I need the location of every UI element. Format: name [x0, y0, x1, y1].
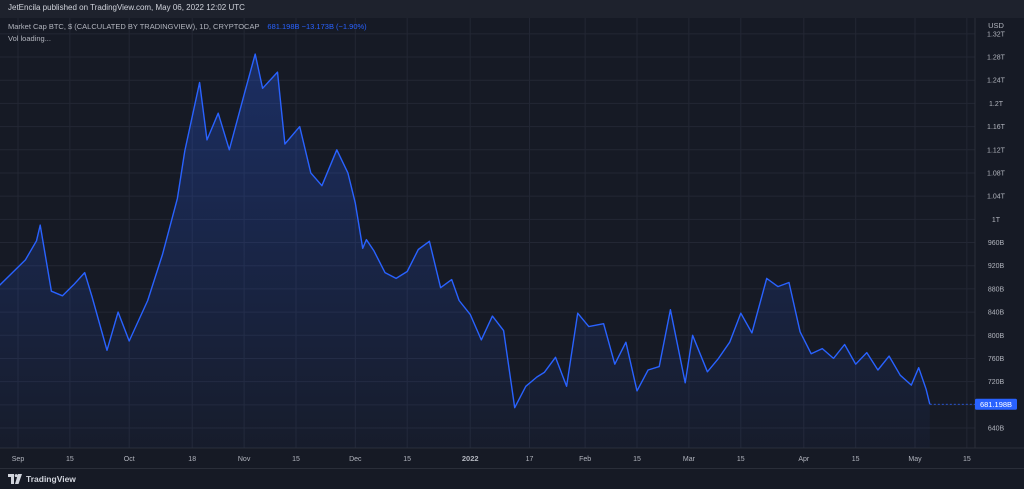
brand-name: TradingView [26, 474, 76, 484]
legend: Market Cap BTC, $ (CALCULATED BY TRADING… [8, 22, 367, 31]
time-axis-tick-label: May [908, 456, 922, 463]
price-axis-tick-label: 1.04T [987, 194, 1006, 201]
time-axis-tick-label: 15 [852, 456, 860, 463]
price-axis-tick-label: 880B [988, 286, 1005, 293]
price-axis-tick-label: 720B [988, 379, 1005, 386]
price-axis-tick-label: 1.24T [987, 78, 1006, 85]
time-axis-tick-label: 15 [292, 456, 300, 463]
time-axis-tick-label: 15 [403, 456, 411, 463]
publisher-text: JetEncila published on TradingView.com, … [8, 3, 245, 12]
time-axis-tick-label: 17 [526, 456, 534, 463]
last-price-tag-label: 681.198B [980, 400, 1012, 409]
currency-label: USD [988, 21, 1004, 30]
area-fill [0, 54, 930, 448]
tradingview-logo[interactable]: TradingView [8, 473, 76, 485]
time-axis-tick-label: Nov [238, 456, 251, 463]
price-axis-tick-label: 640B [988, 426, 1005, 433]
legend-title: Market Cap BTC, $ (CALCULATED BY TRADING… [8, 22, 260, 31]
time-axis[interactable]: Sep 15 Oct 18 Nov 15 Dec 15 2022 17 Feb 15 Mar 15 Apr 1… [12, 454, 971, 463]
volume-loading-label: Vol loading... [8, 34, 51, 43]
price-axis-tick-label: 1T [992, 217, 1001, 224]
price-axis-tick-label: 1.32T [987, 31, 1006, 38]
tradingview-logo-icon [8, 474, 22, 484]
header-bar [0, 0, 1024, 18]
price-axis-tick-label: 920B [988, 263, 1005, 270]
time-axis-tick-label: 15 [633, 456, 641, 463]
time-axis-tick-label: 15 [66, 456, 74, 463]
chart[interactable]: 1.32T 1.28T 1.24T 1.2T 1.16T 1.12T 1.08T 1.04T 1… [0, 18, 1024, 468]
time-axis-tick-label: Apr [798, 456, 810, 463]
price-axis-tick-label: 760B [988, 356, 1005, 363]
time-axis-tick-label: 15 [963, 456, 971, 463]
price-axis-tick-label: 1.12T [987, 147, 1006, 154]
time-axis-tick-label: Oct [124, 456, 135, 463]
time-axis-tick-label: Sep [12, 456, 25, 463]
time-axis-tick-label: Feb [579, 456, 591, 463]
price-axis-tick-label: 800B [988, 333, 1005, 340]
time-axis-tick-label: 18 [188, 456, 196, 463]
footer-bar [0, 468, 1024, 489]
time-axis-tick-label: Mar [683, 456, 696, 463]
last-price-tag-background [975, 398, 1017, 410]
time-axis-tick-label: 15 [737, 456, 745, 463]
time-axis-tick-label: 2022 [462, 454, 479, 463]
price-axis-tick-label: 840B [988, 310, 1005, 317]
time-axis-tick-label: Dec [349, 456, 362, 463]
price-axis-tick-label: 1.16T [987, 124, 1006, 131]
series-line [0, 53, 931, 409]
price-axis-tick-label: 1.2T [989, 101, 1004, 108]
price-axis-tick-label: 960B [988, 240, 1005, 247]
legend-change: −13.173B (−1.90%) [301, 22, 367, 31]
last-price-tag: 681.198B [975, 398, 1017, 410]
legend-value: 681.198B [267, 22, 300, 31]
price-axis-tick-label: 1.08T [987, 170, 1006, 177]
price-axis-tick-label: 1.28T [987, 55, 1006, 62]
